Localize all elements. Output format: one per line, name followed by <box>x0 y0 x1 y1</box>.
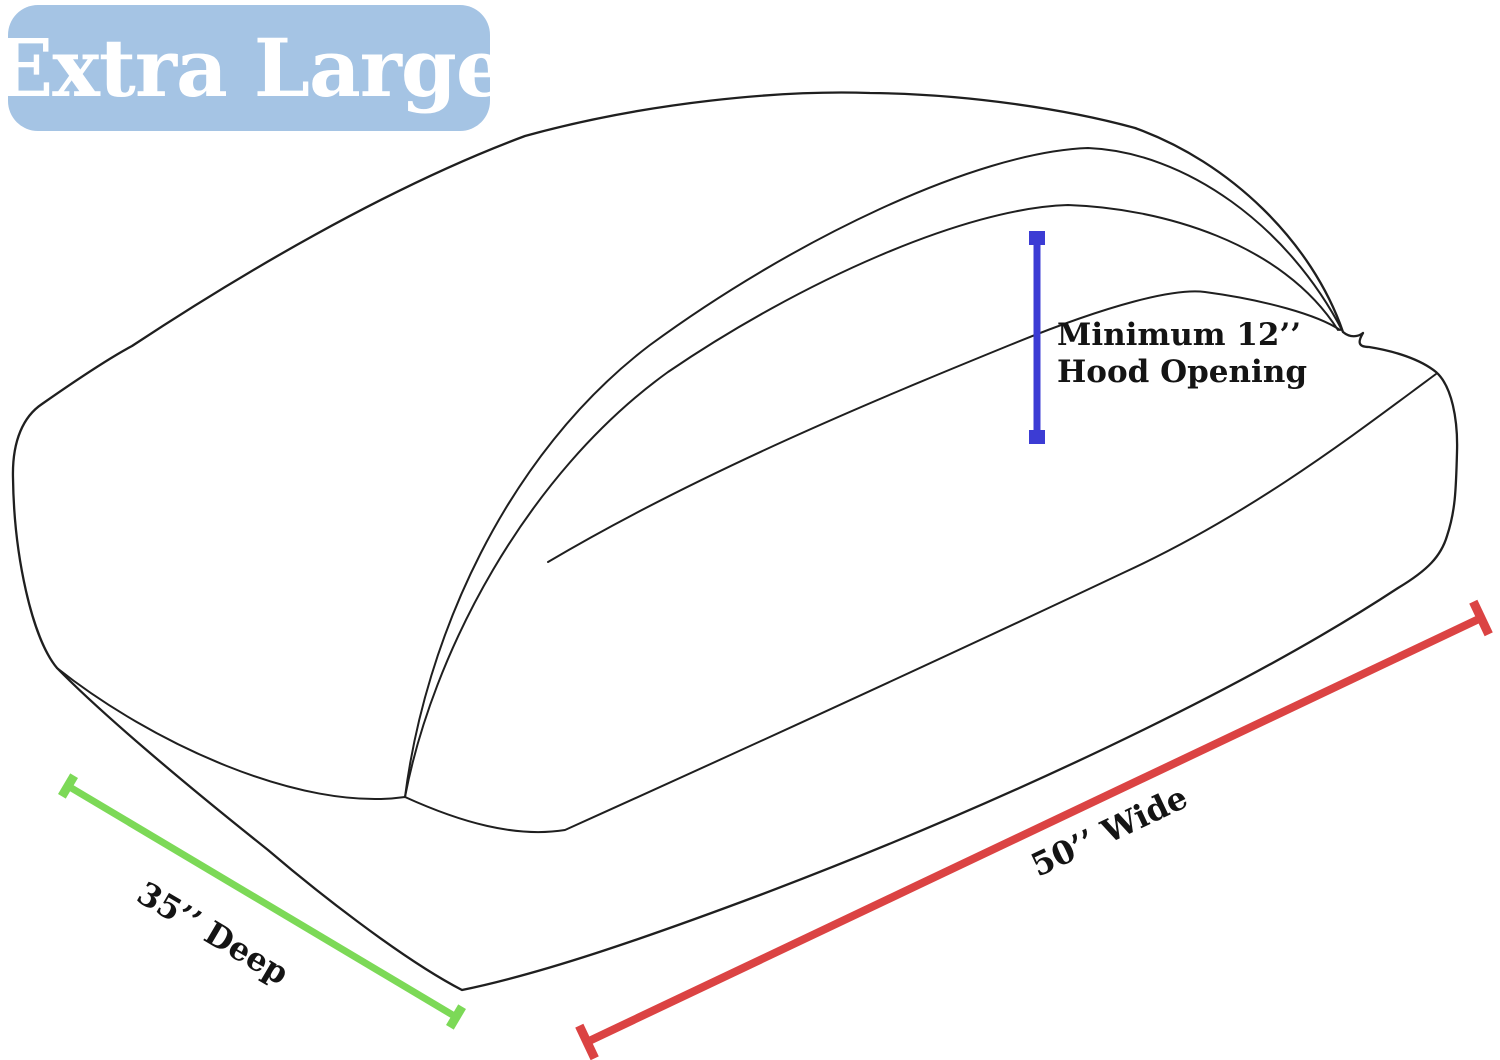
hood-opening-curve <box>547 290 1341 563</box>
width-dimension-line <box>575 599 1493 1060</box>
hood-rim-inner-line <box>404 204 1339 798</box>
hood-opening-dimension-top-cap <box>1029 231 1045 245</box>
hood-opening-dimension-bottom-cap <box>1029 430 1045 444</box>
width-dimension-end-cap <box>1469 599 1493 637</box>
cushion-seam-line <box>56 373 1437 834</box>
depth-dimension-line <box>58 773 466 1030</box>
depth-dimension-end-cap <box>446 1004 466 1030</box>
hood-rim-outer-line <box>404 147 1344 798</box>
bed-line-art <box>11 91 1459 992</box>
size-badge-label: Extra Large <box>0 21 507 115</box>
width-dimension-bar <box>585 614 1483 1046</box>
hood-opening-label: Minimum 12’’ Hood Opening <box>1057 317 1307 391</box>
bed-outline <box>11 91 1459 992</box>
size-badge: Extra Large <box>0 5 507 131</box>
hood-opening-label-line2: Hood Opening <box>1057 354 1308 390</box>
hood-opening-dimension-line <box>1029 231 1045 444</box>
hood-opening-label-line1: Minimum 12’’ <box>1057 317 1302 353</box>
depth-dimension-bar <box>66 782 458 1021</box>
